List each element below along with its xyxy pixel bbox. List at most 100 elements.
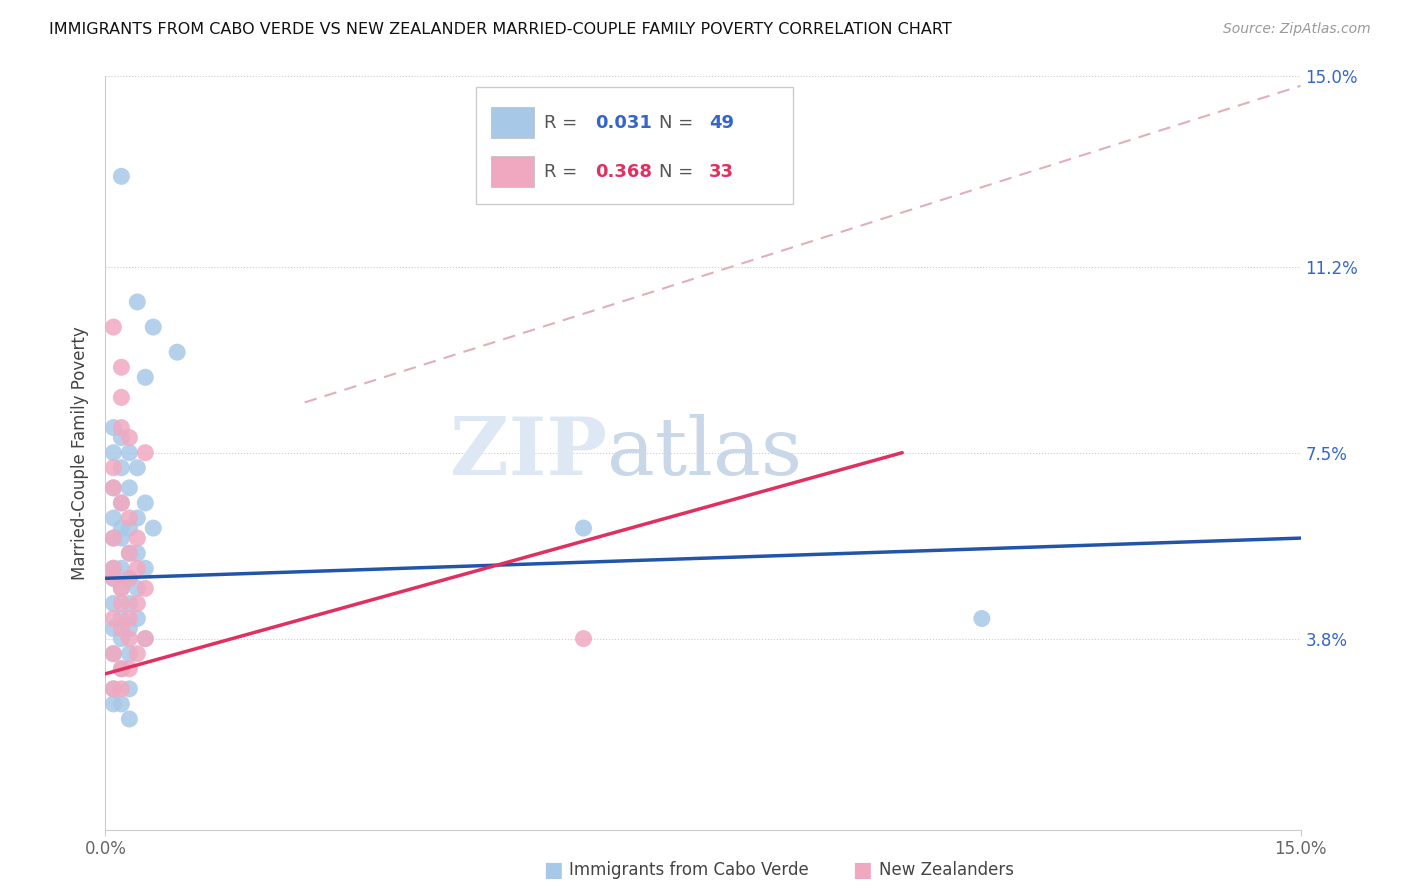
Text: ■: ■ xyxy=(852,860,872,880)
Point xyxy=(110,622,132,636)
Point xyxy=(103,460,125,475)
Point xyxy=(103,531,125,545)
Point xyxy=(127,460,149,475)
Point xyxy=(110,431,132,445)
Point xyxy=(103,611,125,625)
Point xyxy=(134,370,156,384)
Point xyxy=(127,582,149,596)
Point xyxy=(110,697,132,711)
Point xyxy=(572,632,595,646)
Text: Source: ZipAtlas.com: Source: ZipAtlas.com xyxy=(1223,22,1371,37)
Point xyxy=(103,697,125,711)
Point xyxy=(142,320,165,334)
Point xyxy=(118,681,141,696)
Text: R =: R = xyxy=(544,113,583,131)
Text: N =: N = xyxy=(659,113,699,131)
Point xyxy=(110,561,132,575)
Point xyxy=(134,561,156,575)
Point xyxy=(572,521,595,535)
Point xyxy=(127,511,149,525)
Point xyxy=(118,571,141,585)
Text: 33: 33 xyxy=(709,162,734,180)
Point xyxy=(103,561,125,575)
Point xyxy=(127,294,149,310)
Point xyxy=(103,647,125,661)
Point xyxy=(134,496,156,510)
Point xyxy=(134,632,156,646)
Point xyxy=(110,662,132,676)
Point xyxy=(103,571,125,585)
Point xyxy=(103,561,125,575)
Point xyxy=(103,420,125,434)
Point xyxy=(103,681,125,696)
Point xyxy=(127,596,149,610)
Point xyxy=(110,169,132,184)
FancyBboxPatch shape xyxy=(492,156,534,186)
Point xyxy=(103,481,125,495)
Text: R =: R = xyxy=(544,162,583,180)
Point xyxy=(134,582,156,596)
Point xyxy=(134,445,156,460)
Point xyxy=(110,420,132,434)
Point xyxy=(110,460,132,475)
Point xyxy=(110,531,132,545)
Point xyxy=(118,546,141,560)
Text: ZIP: ZIP xyxy=(450,414,607,491)
Point xyxy=(166,345,188,359)
Point xyxy=(127,611,149,625)
Point xyxy=(103,622,125,636)
Point xyxy=(110,681,132,696)
Point xyxy=(110,391,132,405)
Point xyxy=(970,611,993,625)
Point xyxy=(118,596,141,610)
Point xyxy=(110,496,132,510)
Point xyxy=(118,632,141,646)
Point xyxy=(110,662,132,676)
Point xyxy=(110,596,132,610)
Point xyxy=(110,521,132,535)
FancyBboxPatch shape xyxy=(492,107,534,137)
Point xyxy=(118,521,141,535)
Point xyxy=(103,531,125,545)
Text: 0.368: 0.368 xyxy=(596,162,652,180)
Text: 0.031: 0.031 xyxy=(596,113,652,131)
Point xyxy=(110,582,132,596)
Point xyxy=(103,596,125,610)
Point xyxy=(118,546,141,560)
Text: 49: 49 xyxy=(709,113,734,131)
Text: atlas: atlas xyxy=(607,414,803,491)
FancyBboxPatch shape xyxy=(475,87,793,204)
Point xyxy=(134,632,156,646)
Point xyxy=(103,647,125,661)
Text: Immigrants from Cabo Verde: Immigrants from Cabo Verde xyxy=(569,861,810,879)
Point xyxy=(127,561,149,575)
Point xyxy=(127,546,149,560)
Point xyxy=(103,571,125,585)
Point xyxy=(118,611,141,625)
Point xyxy=(110,632,132,646)
Point xyxy=(103,481,125,495)
Point xyxy=(103,511,125,525)
Point xyxy=(110,611,132,625)
Text: ■: ■ xyxy=(543,860,562,880)
Point xyxy=(118,647,141,661)
Point xyxy=(103,320,125,334)
Point xyxy=(127,647,149,661)
Point xyxy=(103,445,125,460)
Point xyxy=(118,511,141,525)
Point xyxy=(110,360,132,375)
Point xyxy=(118,662,141,676)
Point xyxy=(118,481,141,495)
Point xyxy=(118,445,141,460)
Point xyxy=(110,582,132,596)
Point xyxy=(110,496,132,510)
Point xyxy=(142,521,165,535)
Y-axis label: Married-Couple Family Poverty: Married-Couple Family Poverty xyxy=(72,326,90,580)
Point xyxy=(103,681,125,696)
Point xyxy=(118,431,141,445)
Point xyxy=(118,622,141,636)
Point xyxy=(118,712,141,726)
Text: New Zealanders: New Zealanders xyxy=(879,861,1014,879)
Text: N =: N = xyxy=(659,162,699,180)
Point xyxy=(118,571,141,585)
